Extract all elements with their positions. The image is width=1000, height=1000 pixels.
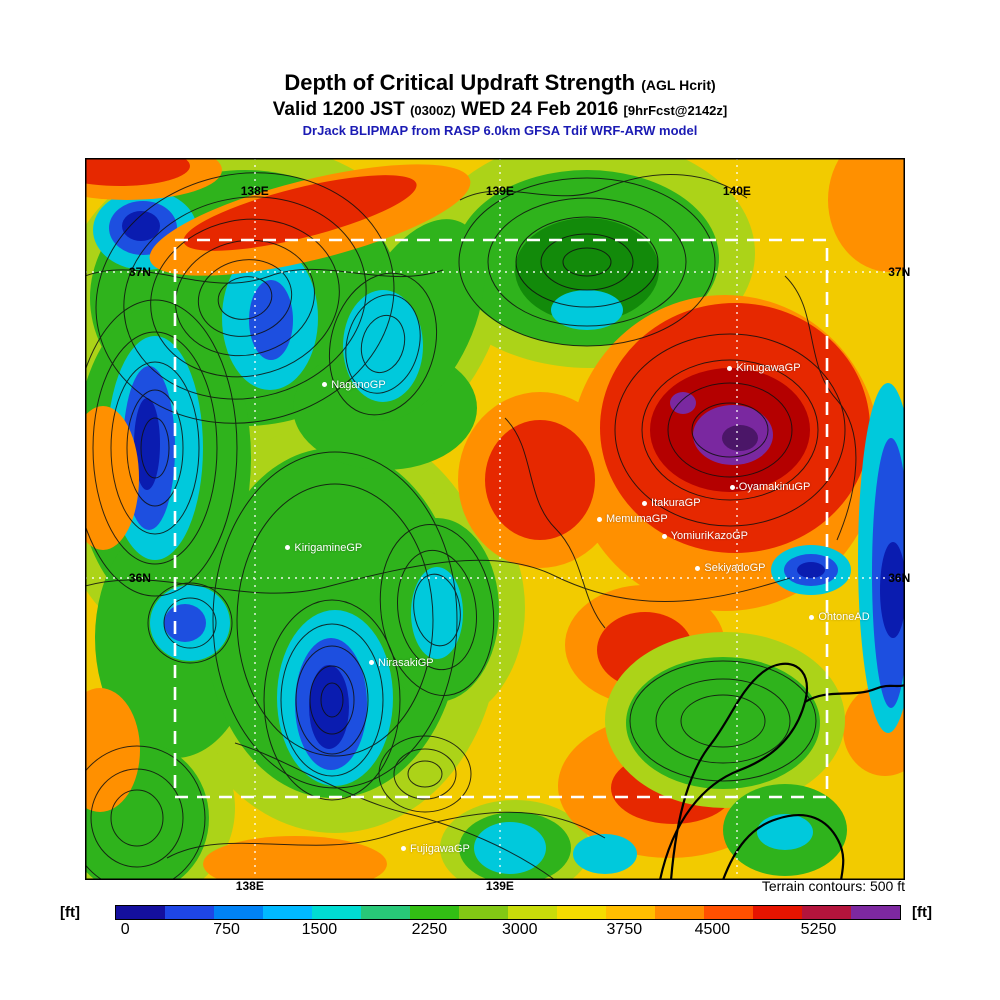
grid-label: 36N <box>128 571 151 586</box>
site-dot-icon <box>322 382 328 388</box>
site-dot-icon <box>809 614 815 620</box>
legend-color-segment <box>606 906 655 919</box>
grid-label: 139E <box>485 878 514 893</box>
site-dot-icon <box>695 565 701 571</box>
site-label: YomiuriKazoGP <box>670 530 748 543</box>
legend-tick-label: 0 <box>120 921 130 938</box>
site-marker: OyamakinuGP <box>729 481 811 494</box>
site-label: FujigawaGP <box>409 842 470 855</box>
legend-color-segment <box>704 906 753 919</box>
legend-color-segment <box>557 906 606 919</box>
grid-label: 37N <box>128 265 151 280</box>
page-title: Depth of Critical Updraft Strength (AGL … <box>0 70 1000 98</box>
legend-ticks: 0 750 1500 2250 3000 3750 4500 5250 <box>115 921 901 941</box>
valid-zulu: (0300Z) <box>410 103 456 118</box>
terrain-map-art <box>85 158 905 880</box>
grid-label: 140E <box>722 184 751 199</box>
legend-color-segment <box>410 906 459 919</box>
legend-tick-label: 4500 <box>694 921 731 938</box>
model-line: DrJack BLIPMAP from RASP 6.0km GFSA Tdif… <box>302 123 698 138</box>
valid-fcst: [9hrFcst@2142z] <box>623 103 728 118</box>
site-label: NaganoGP <box>331 378 386 391</box>
legend-color-segment <box>508 906 557 919</box>
site-label: KirigamineGP <box>294 541 363 554</box>
legend-color-segment <box>459 906 508 919</box>
legend-color-segment <box>214 906 263 919</box>
grid-label: 138E <box>240 184 269 199</box>
legend-unit-left: [ft] <box>60 904 80 921</box>
site-marker: NaganoGP <box>322 378 386 391</box>
site-dot-icon <box>727 365 733 371</box>
legend-tick-label: 750 <box>213 921 240 938</box>
legend-tick-label: 2250 <box>411 921 448 938</box>
title-text: Depth of Critical Updraft Strength <box>284 70 636 95</box>
site-label: OhtoneAD <box>818 611 870 624</box>
legend-color-segment <box>116 906 165 919</box>
site-label: MemumaGP <box>605 513 668 525</box>
site-marker: NirasakiGP <box>369 657 434 669</box>
legend-tick-label: 3000 <box>501 921 538 938</box>
legend-color-segment <box>165 906 214 919</box>
site-marker: FujigawaGP <box>400 842 470 855</box>
site-dot-icon <box>642 500 648 506</box>
site-label: OyamakinuGP <box>738 481 811 494</box>
site-label: ItakuraGP <box>651 497 701 510</box>
site-dot-icon <box>400 846 406 852</box>
site-label: KinugawaGP <box>736 362 801 375</box>
legend-color-segment <box>655 906 704 919</box>
site-marker: OhtoneAD <box>809 611 870 624</box>
legend-color-segment <box>753 906 802 919</box>
legend-unit-right: [ft] <box>912 904 932 921</box>
header: Depth of Critical Updraft Strength (AGL … <box>0 70 1000 139</box>
legend-tick-label: 1500 <box>301 921 338 938</box>
site-dot-icon <box>369 660 374 666</box>
legend-tick-label: 5250 <box>800 921 837 938</box>
legend-color-segment <box>361 906 410 919</box>
site-dot-icon <box>285 545 291 551</box>
grid-label: 37N <box>888 265 911 280</box>
legend-color-segment <box>312 906 361 919</box>
site-dot-icon <box>729 484 735 490</box>
site-marker: KirigamineGP <box>285 542 362 554</box>
legend-color-segment <box>851 906 900 919</box>
legend-tick-label: 3750 <box>606 921 643 938</box>
terrain-contours-note: Terrain contours: 500 ft <box>761 878 905 894</box>
site-marker: KinugawaGP <box>727 362 801 375</box>
valid-line: Valid 1200 JST (0300Z) WED 24 Feb 2016 [… <box>0 98 1000 122</box>
site-marker: MemumaGP <box>596 513 668 525</box>
valid-date: WED 24 Feb 2016 <box>460 99 619 120</box>
legend-color-segment <box>802 906 851 919</box>
forecast-map: 138E 139E 140E 37N 37N 36N 36N 138E 139E NaganoG… <box>85 158 910 893</box>
site-marker: ItakuraGP <box>642 497 701 509</box>
legend-color-segment <box>263 906 312 919</box>
site-dot-icon <box>661 533 667 539</box>
title-note: (AGL Hcrit) <box>641 77 716 93</box>
valid-prefix: Valid 1200 JST <box>272 99 405 120</box>
grid-label: 139E <box>485 184 514 199</box>
site-dot-icon <box>596 516 602 522</box>
grid-label: 36N <box>888 571 911 586</box>
grid-label: 138E <box>235 878 264 893</box>
site-marker: SekiyadoGP <box>695 562 766 575</box>
site-marker: YomiuriKazoGP <box>661 530 748 543</box>
legend-colorbar <box>115 905 901 920</box>
site-label: NirasakiGP <box>378 656 434 669</box>
site-label: SekiyadoGP <box>704 562 766 575</box>
